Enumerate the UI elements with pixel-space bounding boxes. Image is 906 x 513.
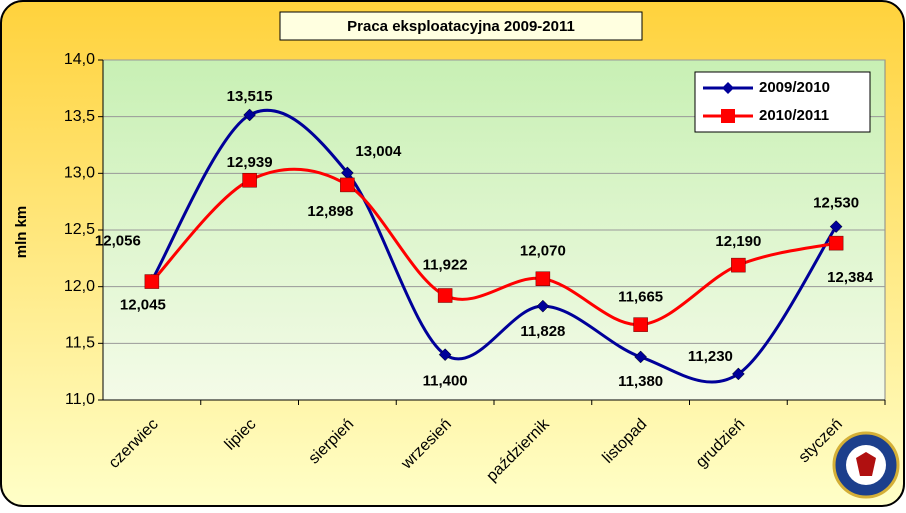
marker xyxy=(340,177,355,193)
marker xyxy=(731,257,746,273)
data-label: 12,056 xyxy=(95,232,141,249)
marker xyxy=(438,348,452,362)
data-label: 11,665 xyxy=(618,289,663,306)
data-label: 11,230 xyxy=(688,348,733,365)
marker xyxy=(536,299,550,313)
data-label: 12,939 xyxy=(227,154,273,171)
legend-marker xyxy=(722,82,734,94)
data-label: 12,045 xyxy=(120,297,166,314)
y-tick-label: 13,5 xyxy=(64,108,95,125)
y-tick-label: 11,5 xyxy=(65,335,95,352)
y-tick-label: 11,0 xyxy=(65,391,95,408)
data-label: 11,828 xyxy=(520,323,565,340)
data-label: 12,898 xyxy=(307,203,353,220)
data-label: 13,515 xyxy=(227,88,273,105)
data-label: 11,400 xyxy=(423,373,468,390)
marker xyxy=(243,108,256,122)
y-axis-label: mln km xyxy=(13,206,30,259)
legend-label: 2009/2010 xyxy=(759,79,830,96)
logo xyxy=(832,431,900,499)
y-tick-label: 12,0 xyxy=(64,278,95,295)
legend-label: 2010/2011 xyxy=(759,107,829,124)
y-tick-label: 14,0 xyxy=(64,51,95,68)
marker xyxy=(829,220,843,233)
data-label: 12,530 xyxy=(813,195,859,212)
title-box xyxy=(279,11,643,41)
marker xyxy=(828,235,844,251)
data-label: 12,384 xyxy=(827,269,874,286)
legend-marker xyxy=(721,109,735,123)
y-tick-label: 12,5 xyxy=(64,221,95,238)
data-label: 11,922 xyxy=(423,256,468,273)
marker xyxy=(633,317,648,332)
marker xyxy=(437,288,453,303)
marker xyxy=(535,271,551,286)
data-label: 12,070 xyxy=(520,243,566,260)
marker xyxy=(732,367,745,381)
data-label: 11,380 xyxy=(618,373,663,390)
marker xyxy=(634,350,647,364)
chart-title: Praca eksploatacyjna 2009-2011 xyxy=(347,18,575,35)
y-tick-label: 13,0 xyxy=(64,165,95,182)
marker xyxy=(242,172,257,188)
marker xyxy=(144,274,160,289)
series-line xyxy=(150,167,837,327)
data-label: 12,190 xyxy=(715,233,761,250)
data-label: 13,004 xyxy=(355,143,402,160)
